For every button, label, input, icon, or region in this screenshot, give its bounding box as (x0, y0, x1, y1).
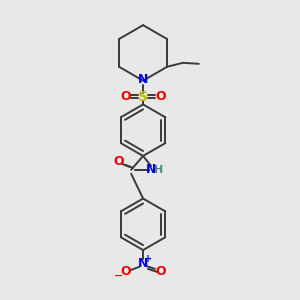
Text: O: O (120, 266, 130, 278)
Text: S: S (138, 89, 148, 103)
Text: −: − (114, 271, 123, 281)
Text: N: N (138, 73, 148, 86)
Text: O: O (120, 90, 130, 103)
Text: O: O (156, 266, 166, 278)
Text: O: O (113, 155, 124, 168)
Text: N: N (146, 163, 156, 176)
Text: O: O (156, 90, 166, 103)
Text: +: + (144, 254, 152, 264)
Text: N: N (138, 257, 148, 270)
Text: H: H (154, 165, 164, 175)
